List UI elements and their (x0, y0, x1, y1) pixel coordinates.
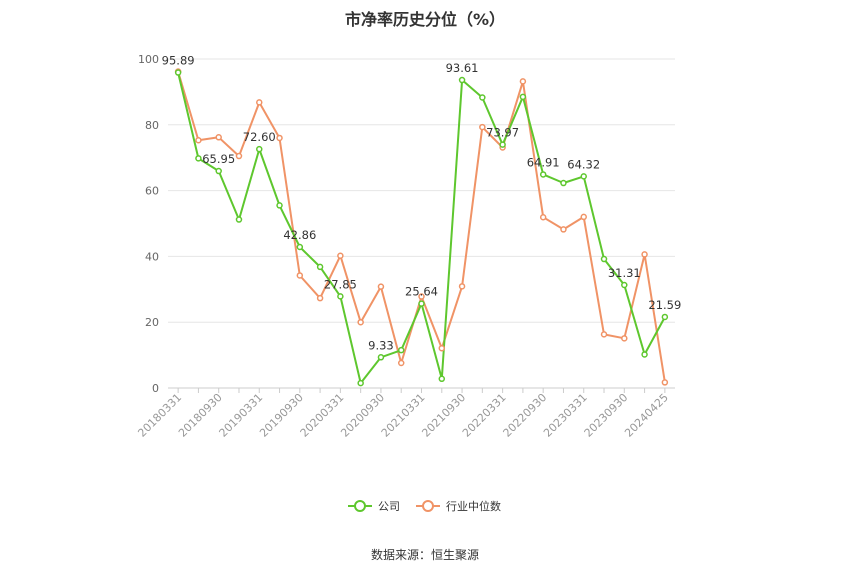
data-point (438, 375, 446, 383)
y-tick-label: 0 (152, 382, 159, 395)
data-point (621, 335, 628, 342)
data-point (519, 78, 527, 85)
data-source: 数据来源：恒生聚源 (370, 548, 479, 562)
data-point (519, 93, 527, 101)
data-point (195, 137, 202, 144)
x-axis: 2018033120180930201903312019093020200331… (135, 387, 675, 440)
data-point (235, 152, 243, 160)
data-point (276, 134, 283, 142)
data-point (377, 354, 385, 361)
data-point (438, 344, 446, 352)
y-tick-label: 40 (145, 250, 159, 263)
series-points (174, 68, 669, 387)
data-point (479, 123, 486, 131)
data-label: 25.64 (405, 285, 438, 299)
data-point (661, 379, 669, 386)
data-point (357, 318, 364, 326)
data-point (256, 145, 263, 153)
data-point (458, 283, 466, 290)
data-point (215, 167, 222, 175)
data-point (397, 346, 405, 354)
y-tick-label: 80 (145, 119, 159, 132)
data-point (621, 281, 628, 289)
legend-label: 行业中位数 (446, 499, 501, 513)
data-label: 9.33 (368, 338, 394, 352)
data-point (316, 294, 324, 302)
data-point (316, 263, 324, 271)
data-point (357, 379, 364, 387)
data-point (377, 283, 385, 290)
x-tick-label: 20240425 (622, 391, 671, 440)
data-label: 64.91 (527, 155, 560, 169)
data-point (641, 251, 648, 258)
legend-swatch-marker (354, 500, 366, 512)
legend: 公司 行业中位数 (348, 499, 501, 513)
data-label: 42.86 (283, 228, 316, 242)
data-point (418, 300, 425, 307)
line-chart: 0 20 40 60 80 100 201803312018093020190331201… (135, 53, 682, 513)
data-point (276, 202, 283, 209)
data-label: 31.31 (608, 266, 641, 280)
data-point (661, 313, 669, 321)
data-label: 64.32 (567, 157, 600, 171)
chart-title: 市净率历史分位（%） (344, 10, 506, 29)
data-point (641, 351, 648, 358)
y-tick-label: 60 (145, 185, 159, 198)
data-label: 27.85 (324, 277, 357, 291)
data-labels: 95.89 65.95 72.60 42.86 27.85 9.33 25.64 93.61 7… (162, 54, 682, 353)
data-point (296, 272, 304, 279)
data-point (580, 213, 587, 221)
grid-lines (168, 58, 675, 323)
y-tick-label: 20 (145, 316, 159, 329)
legend-item-0: 公司 (348, 500, 400, 513)
legend-swatch-marker (422, 500, 434, 512)
data-point (337, 293, 344, 300)
data-label: 95.89 (162, 54, 195, 68)
legend-item-1: 行业中位数 (416, 499, 501, 513)
data-label: 72.60 (243, 130, 276, 144)
data-label: 73.97 (486, 126, 519, 140)
data-point (296, 243, 304, 251)
data-point (235, 216, 243, 223)
legend-label: 公司 (378, 500, 400, 513)
data-point (195, 155, 202, 162)
y-tick-label: 100 (138, 53, 159, 66)
data-point (499, 141, 506, 148)
series-line-1 (177, 71, 666, 383)
data-point (600, 331, 608, 338)
data-point (479, 94, 486, 101)
data-point (458, 76, 466, 84)
data-point (560, 179, 567, 187)
data-point (174, 69, 182, 76)
data-label: 93.61 (446, 61, 479, 75)
data-point (580, 173, 587, 180)
data-point (397, 359, 405, 367)
data-point (539, 171, 547, 178)
data-point (215, 134, 222, 141)
series-line-0 (177, 72, 666, 385)
y-axis: 0 20 40 60 80 100 (138, 53, 159, 395)
data-point (256, 99, 263, 106)
data-point (539, 213, 547, 221)
data-point (337, 252, 344, 259)
data-label: 65.95 (202, 152, 235, 166)
data-point (418, 293, 425, 300)
data-point (560, 226, 567, 233)
series-lines (177, 71, 666, 385)
data-point (600, 255, 608, 263)
data-label: 21.59 (648, 298, 681, 312)
